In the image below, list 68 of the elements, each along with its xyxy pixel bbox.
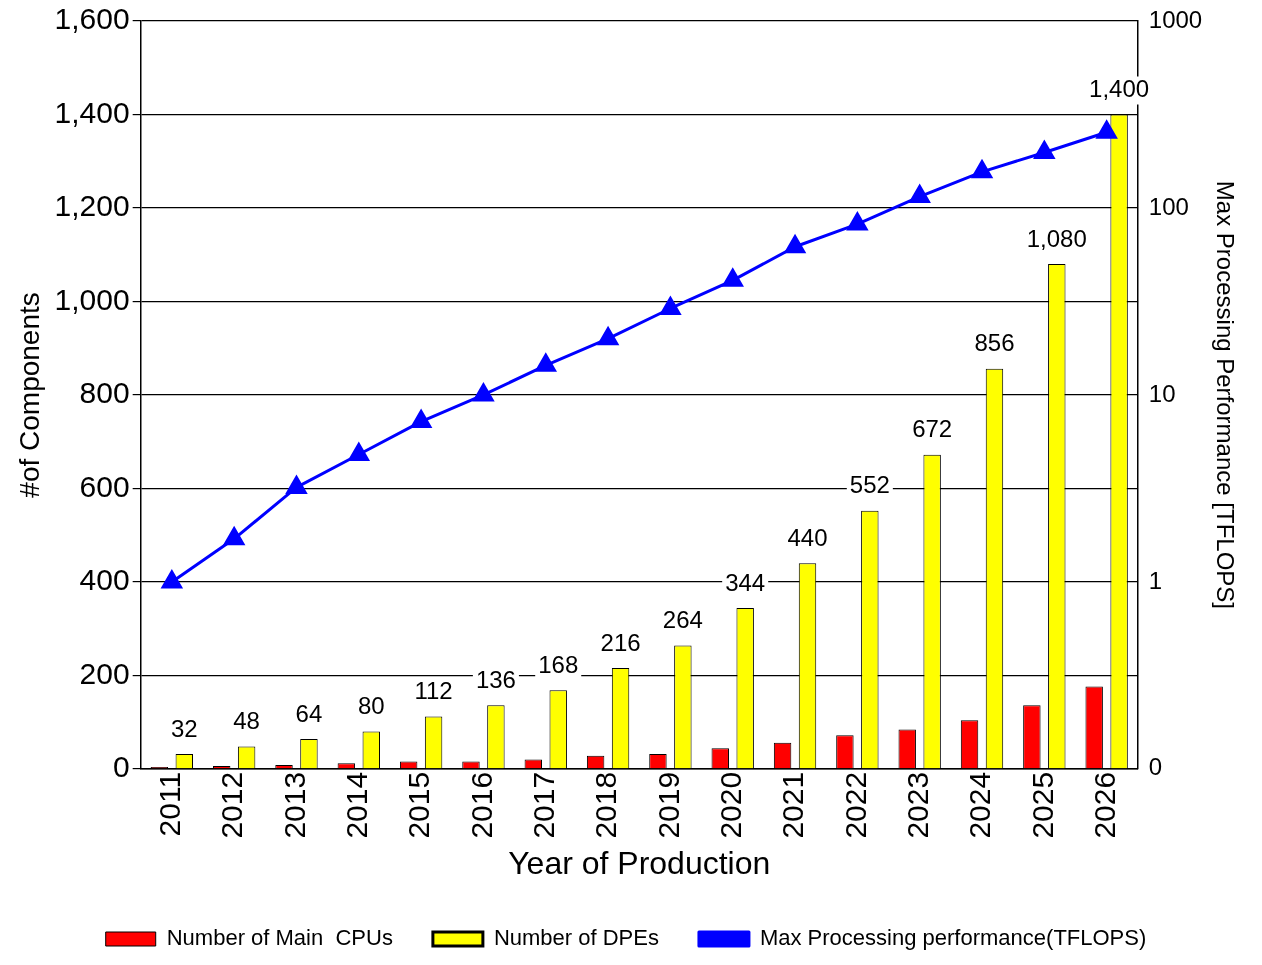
x-tick-label: 2025 [1025,771,1059,839]
data-label: 344 [725,568,766,596]
y-tick-label: 1,000 [54,282,130,316]
legend-label: Number of DPEs [493,925,659,951]
data-label: 264 [662,606,703,634]
y2-axis-title: Max Processing Performance [TFLOPS] [1211,180,1239,610]
y2-tick-label: 1 [1148,566,1163,594]
y-tick-label: 0 [112,750,130,784]
y-tick-label: 600 [79,469,130,503]
x-tick-label: 2016 [464,771,498,839]
x-tick-label: 2024 [963,771,997,839]
data-label: 440 [787,523,828,551]
point [410,410,432,429]
y-tick-label: 200 [79,656,130,690]
y2-tick-label: 0 [1148,753,1163,781]
x-tick-label: 2026 [1087,771,1121,839]
y-tick-label: 1,600 [54,2,130,36]
x-tick-label: 2022 [838,771,872,839]
data-label: 168 [538,650,579,678]
point [224,527,245,546]
point [161,570,182,589]
point [1096,120,1117,139]
legend-label: Number of Main CPUs [166,925,393,951]
y-tick-label: 800 [79,376,130,410]
x-axis-title: Year of Production [508,844,771,881]
x-tick-label: 2021 [776,771,810,839]
data-label: 64 [295,699,323,727]
point [286,475,307,494]
point [597,327,619,346]
point [1034,141,1055,159]
point [909,185,930,204]
x-tick-label: 2015 [402,771,436,839]
point [847,212,868,231]
y-tick-label: 1,200 [54,189,130,223]
data-label: 32 [170,714,198,742]
y-axis-title: #of Components [13,292,45,498]
y-tick-label: 1,400 [54,95,130,129]
data-label: 80 [357,692,385,720]
data-label: 672 [912,415,953,443]
data-label: 136 [475,665,516,693]
y-tick-label: 400 [79,563,130,597]
point [660,296,681,315]
x-tick-label: 2020 [713,771,747,839]
point [784,235,806,254]
x-tick-label: 2017 [527,771,561,839]
x-tick-label: 2018 [589,771,623,839]
legend-label: Max Processing performance(TFLOPS) [759,925,1147,951]
point [971,160,993,179]
point [348,443,369,462]
data-label: 112 [414,677,453,705]
data-label: 856 [974,329,1015,357]
y2-tick-label: 10 [1148,379,1176,407]
point [722,268,743,287]
x-tick-label: 2013 [277,771,311,839]
data-label: 216 [600,628,641,656]
x-tick-label: 2019 [651,771,685,839]
data-label: 552 [849,471,890,499]
x-tick-label: 2012 [215,771,249,839]
point [473,383,494,402]
data-label: 1,400 [1089,75,1150,103]
x-tick-label: 2014 [340,771,374,839]
data-label: 48 [233,707,260,735]
y2-tick-label: 1000 [1148,5,1203,33]
point [535,353,556,372]
x-tick-label: 2011 [153,771,187,837]
y2-tick-label: 100 [1148,192,1189,220]
x-tick-label: 2023 [900,771,934,839]
data-label: 1,080 [1026,224,1087,252]
